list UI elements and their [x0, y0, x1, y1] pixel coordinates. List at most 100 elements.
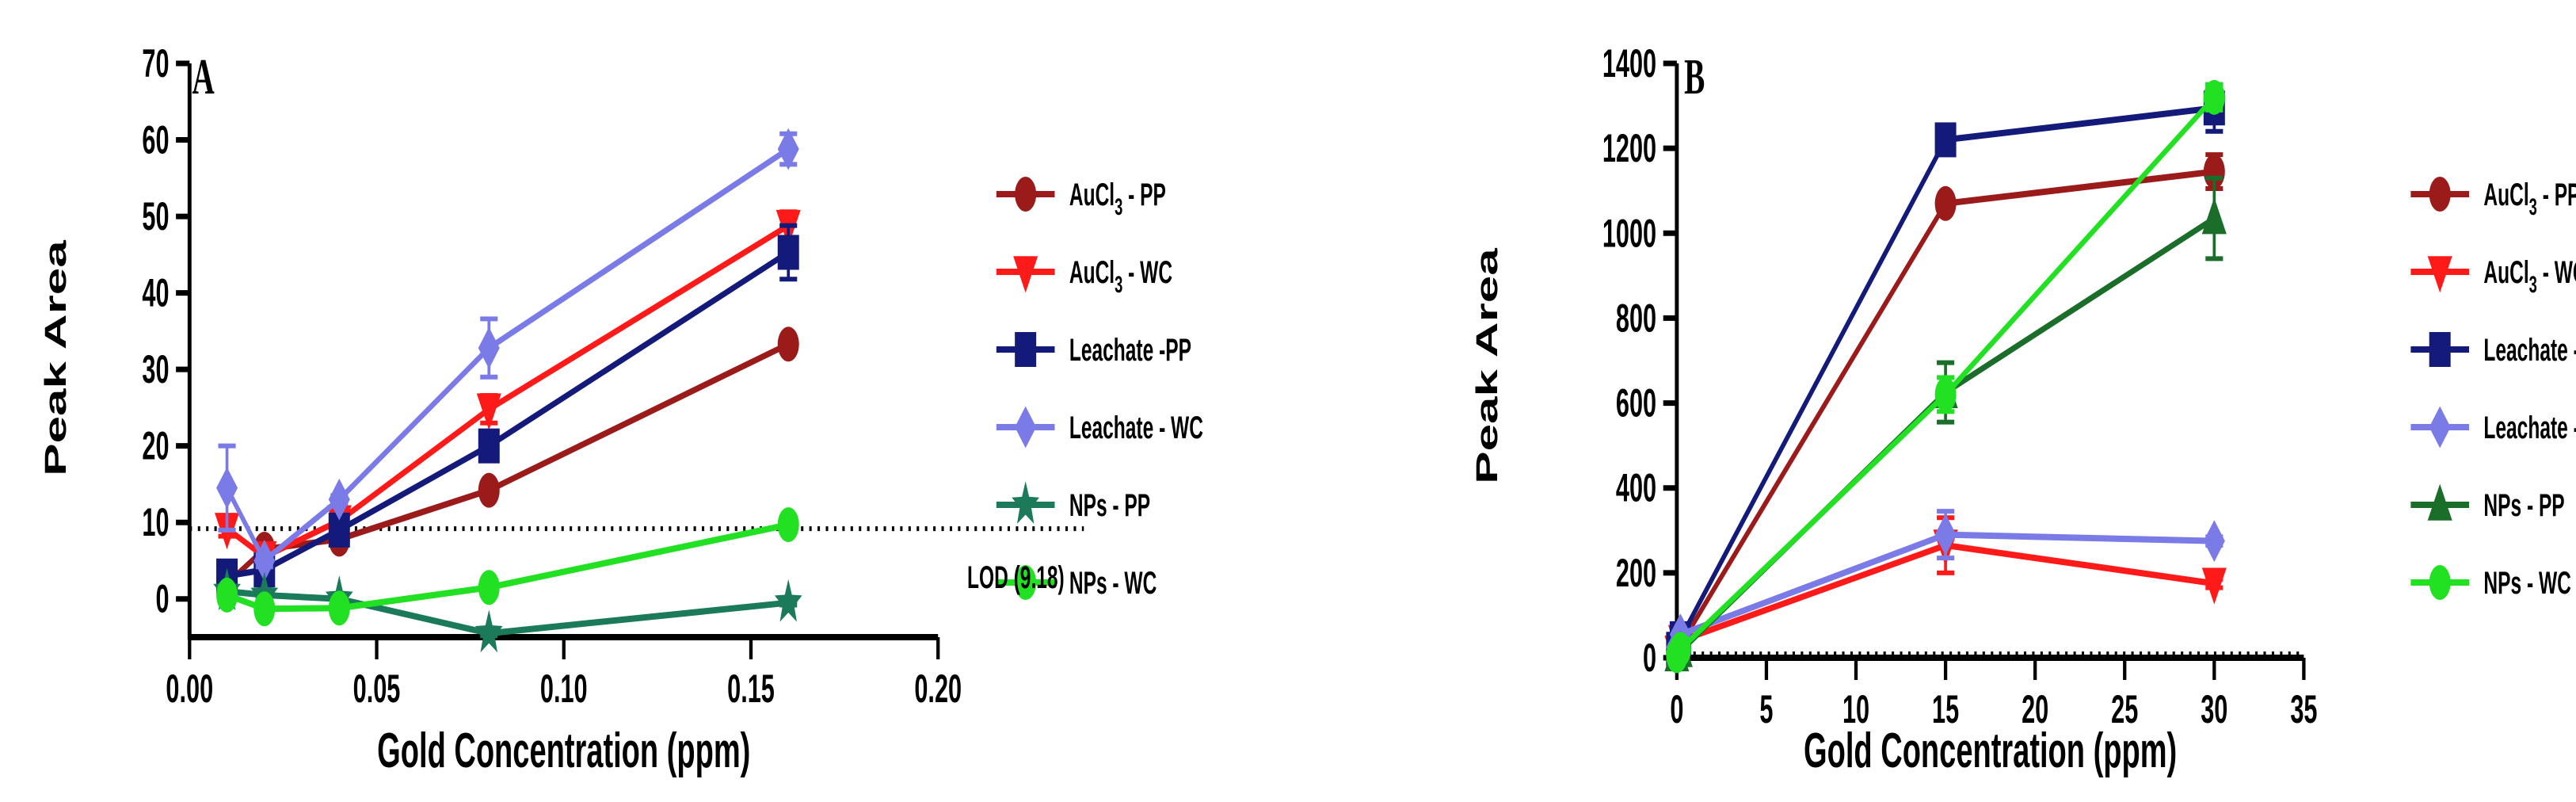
data-point [1934, 185, 1957, 221]
data-point [777, 507, 799, 543]
legend-label: AuCl3 - PP [2483, 178, 2576, 220]
legend-entry: AuCl3 - PP [2410, 177, 2576, 220]
legend-marker [2429, 565, 2451, 600]
y-tick-label: 1400 [1602, 40, 1656, 86]
legend-label: Leachate -PP [2483, 333, 2576, 369]
x-tick-label: 5 [1759, 686, 1773, 731]
x-tick-label: 0.00 [166, 666, 213, 711]
legend-entry: Leachate - WC [2410, 406, 2576, 449]
legend-marker [1015, 565, 1037, 600]
data-point [216, 577, 238, 613]
legend-entry: Leachate -PP [2410, 332, 2576, 369]
legend-entry: Leachate -PP [996, 332, 1191, 369]
panel-b-letter: B [1684, 50, 1705, 105]
series-6 [1666, 79, 2225, 674]
x-tick-label: 0.10 [540, 666, 588, 711]
legend-marker [2429, 332, 2451, 367]
series-4 [1666, 509, 2225, 669]
y-tick-label: 30 [142, 346, 169, 391]
data-point [216, 467, 238, 510]
data-point [1934, 376, 1957, 412]
legend-entry: AuCl3 - WC [2410, 255, 2576, 298]
data-point [328, 590, 350, 626]
y-tick-label: 800 [1616, 296, 1656, 341]
legend-marker [2427, 483, 2452, 521]
legend-entry: NPs - WC [996, 565, 1157, 602]
data-point [476, 393, 501, 430]
data-point [253, 591, 276, 627]
legend-entry: AuCl3 - WC [996, 255, 1172, 298]
lod-label: LOD (9.18) [967, 560, 1065, 596]
panel-b-x-axis-title: Gold Concentration (ppm) [1804, 722, 2177, 777]
legend-label: NPs - PP [1069, 488, 1150, 524]
y-tick-label: 1200 [1602, 125, 1656, 170]
legend-label: AuCl3 - PP [1069, 178, 1166, 220]
panel-b-y-axis-title: Peak Area [1469, 248, 1503, 484]
series-4 [216, 128, 799, 582]
y-tick-label: 40 [142, 270, 169, 315]
data-point [2203, 79, 2225, 115]
legend-label: AuCl3 - WC [1069, 255, 1172, 298]
series-6 [216, 507, 799, 627]
legend-label: AuCl3 - WC [2483, 255, 2576, 298]
y-tick-label: 0 [1643, 635, 1656, 680]
x-tick-label: 0.05 [353, 666, 401, 711]
x-tick-label: 15 [1932, 686, 1959, 731]
legend-entry: NPs - PP [996, 481, 1150, 524]
series-line [1675, 215, 2216, 659]
y-tick-label: 60 [142, 117, 169, 162]
legend-label: Leachate - WC [1069, 411, 1203, 446]
legend-marker [1015, 177, 1037, 212]
data-point [2201, 197, 2227, 235]
x-tick-label: 0.20 [914, 666, 962, 711]
data-point [2203, 520, 2225, 563]
legend-entry: NPs - WC [2410, 565, 2571, 602]
legend-marker [1013, 256, 1038, 293]
x-tick-label: 10 [1842, 686, 1869, 731]
data-point [478, 570, 500, 605]
y-tick-label: 400 [1616, 465, 1656, 510]
y-tick-label: 200 [1616, 550, 1656, 595]
legend-label: NPs - WC [1069, 566, 1157, 602]
legend-label: Leachate - WC [2483, 411, 2576, 446]
legend-marker [1015, 332, 1037, 367]
legend-entry: Leachate - WC [996, 406, 1203, 449]
legend-label: NPs - PP [2483, 488, 2564, 524]
y-tick-label: 1000 [1602, 210, 1656, 255]
y-tick-label: 0 [155, 576, 169, 621]
data-point [478, 472, 500, 508]
data-point [1669, 632, 1691, 667]
panel-a-x-axis-title: Gold Concentration (ppm) [377, 722, 750, 777]
series-5 [1664, 175, 2227, 672]
data-point [478, 428, 500, 464]
data-point [474, 609, 503, 653]
data-point [253, 540, 276, 582]
x-tick-label: 35 [2290, 686, 2317, 731]
data-point [774, 579, 802, 622]
legend-entry: NPs - PP [2410, 483, 2565, 524]
data-point [328, 478, 350, 521]
legend-label: Leachate -PP [1069, 333, 1191, 369]
x-tick-label: 0.15 [727, 666, 775, 711]
legend-marker [2429, 406, 2451, 449]
x-tick-label: 20 [2022, 686, 2048, 731]
data-point [478, 327, 500, 369]
data-point [777, 235, 799, 270]
legend-label: NPs - WC [2483, 566, 2570, 602]
legend-marker [1015, 406, 1037, 449]
panel-a-letter: A [192, 50, 214, 105]
y-tick-label: 600 [1616, 380, 1656, 426]
legend-marker [1012, 481, 1039, 524]
y-tick-label: 70 [142, 40, 169, 86]
panel-a-y-axis-title: Peak Area [38, 240, 72, 476]
legend-marker [2427, 256, 2452, 293]
panel-a-chart: A 0 10 20 30 40 50 60 70 0.00 0.05 0.10 0.15 0.20 Au… [38, 40, 1203, 777]
y-tick-label: 10 [142, 499, 169, 544]
x-tick-label: 0 [1670, 686, 1683, 731]
x-tick-label: 25 [2111, 686, 2138, 731]
y-tick-label: 50 [142, 193, 169, 239]
data-point [2201, 567, 2227, 605]
legend-entry: AuCl3 - PP [996, 177, 1166, 220]
legend-marker [2429, 177, 2451, 212]
